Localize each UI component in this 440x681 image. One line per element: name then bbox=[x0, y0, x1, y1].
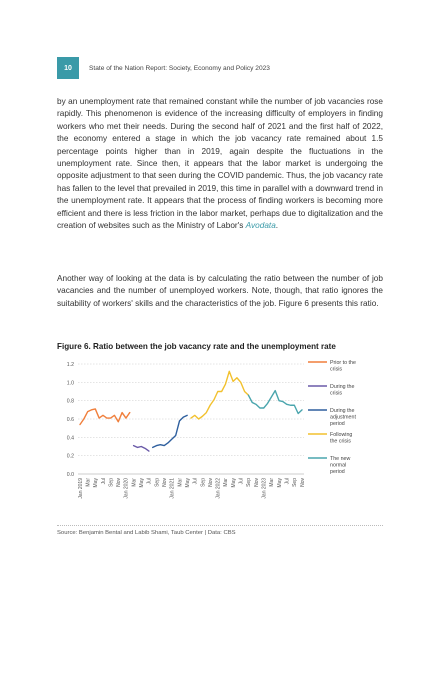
x-tick-label: May bbox=[185, 478, 191, 488]
paragraph-1-end: . bbox=[275, 221, 279, 231]
x-tick-label: Nov bbox=[208, 478, 214, 487]
figure-title: Figure 6. Ratio between the job vacancy … bbox=[57, 342, 336, 351]
x-tick-label: Mar bbox=[223, 478, 229, 487]
y-tick-label: 0.4 bbox=[67, 435, 74, 441]
series-line-2 bbox=[132, 444, 150, 452]
legend-label: During the crisis bbox=[330, 384, 354, 396]
x-tick-label: Jan 2019 bbox=[78, 478, 84, 499]
series-line-4 bbox=[190, 370, 250, 420]
paragraph-1-text: by an unemployment rate that remained co… bbox=[57, 97, 383, 231]
x-tick-label: Nov bbox=[254, 478, 260, 487]
chart-series bbox=[79, 370, 303, 452]
y-tick-label: 0.6 bbox=[67, 417, 74, 423]
x-tick-label: Nov bbox=[116, 478, 122, 487]
y-tick-label: 0.0 bbox=[67, 472, 74, 478]
y-tick-label: 0.8 bbox=[67, 399, 74, 405]
x-tick-label: Mar bbox=[85, 478, 91, 487]
page-header: 10 State of the Nation Report: Society, … bbox=[57, 57, 270, 79]
avodata-link[interactable]: Avodata bbox=[245, 221, 276, 231]
x-tick-label: Sep bbox=[246, 478, 252, 487]
x-tick-label: May bbox=[231, 478, 237, 488]
x-tick-label: Mar bbox=[269, 478, 275, 487]
x-tick-label: Jul bbox=[193, 478, 199, 484]
series-line-1 bbox=[79, 408, 131, 426]
running-title: State of the Nation Report: Society, Eco… bbox=[89, 64, 270, 72]
chart-legend: Prior to the crisis During the crisis During… bbox=[308, 360, 356, 475]
page-number: 10 bbox=[57, 57, 79, 79]
x-tick-label: Jan 2021 bbox=[170, 478, 176, 499]
x-tick-label: Jan 2023 bbox=[262, 478, 268, 499]
legend-label: Following the crisis bbox=[330, 432, 352, 444]
series-line-5 bbox=[247, 389, 303, 415]
x-tick-label: Jul bbox=[101, 478, 107, 484]
x-tick-label: Jul bbox=[147, 478, 153, 484]
y-tick-label: 1.2 bbox=[67, 362, 74, 368]
x-tick-label: Sep bbox=[200, 478, 206, 487]
x-tick-label: Nov bbox=[300, 478, 306, 487]
series-line-3 bbox=[152, 414, 188, 449]
x-tick-label: Mar bbox=[131, 478, 137, 487]
x-axis-ticks: Jan 2019 Mar May Jul Sep Nov Jan 2020 Mar May Jul… bbox=[78, 478, 306, 499]
x-tick-label: May bbox=[93, 478, 99, 488]
x-tick-label: Sep bbox=[154, 478, 160, 487]
x-tick-label: Jan 2020 bbox=[124, 478, 130, 499]
x-tick-label: Jan 2022 bbox=[216, 478, 222, 499]
source-note: Source: Benjamin Bental and Labib Shami,… bbox=[57, 530, 236, 536]
x-tick-label: Sep bbox=[108, 478, 114, 487]
x-tick-label: Mar bbox=[177, 478, 183, 487]
y-axis-ticks: 0.0 0.2 0.4 0.6 0.8 1.0 1.2 bbox=[67, 362, 74, 478]
x-tick-label: Jul bbox=[284, 478, 290, 484]
legend-label: The new normal period bbox=[330, 456, 350, 475]
y-tick-label: 0.2 bbox=[67, 454, 74, 460]
chart-grid bbox=[78, 363, 304, 475]
y-tick-label: 1.0 bbox=[67, 380, 74, 386]
legend-label: Prior to the crisis bbox=[330, 360, 356, 372]
legend-label: During the adjustment period bbox=[330, 408, 356, 427]
source-divider bbox=[57, 525, 383, 526]
x-tick-label: May bbox=[139, 478, 145, 488]
x-tick-label: Jul bbox=[239, 478, 245, 484]
body-paragraph-2: Another way of looking at the data is by… bbox=[57, 274, 383, 308]
ratio-line-chart: 0.00.20.40.60.81.01.2 Jan 2019 Mar May Jul S… bbox=[67, 360, 357, 499]
x-tick-label: Sep bbox=[292, 478, 298, 487]
x-tick-label: May bbox=[277, 478, 283, 488]
body-paragraph-1: by an unemployment rate that remained co… bbox=[57, 96, 383, 232]
x-tick-label: Nov bbox=[162, 478, 168, 487]
